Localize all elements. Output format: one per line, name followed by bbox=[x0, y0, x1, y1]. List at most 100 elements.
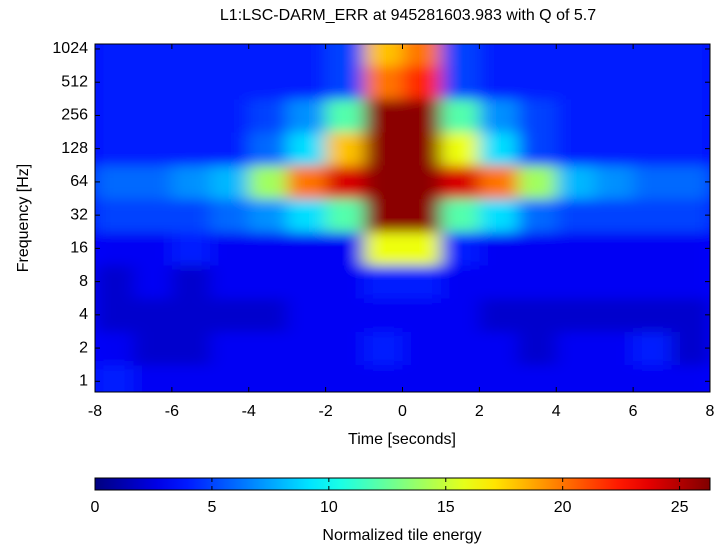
heatmap-cell bbox=[325, 198, 365, 233]
heatmap-cell bbox=[671, 44, 710, 67]
colorbar-tick-label: 20 bbox=[554, 499, 572, 516]
x-tick-label: 2 bbox=[475, 403, 484, 420]
heatmap-cell bbox=[517, 231, 557, 266]
heatmap-cell bbox=[287, 65, 327, 100]
heatmap-cell bbox=[517, 264, 557, 299]
heatmap-cell bbox=[364, 198, 403, 233]
y-tick-label: 32 bbox=[70, 206, 88, 223]
heatmap-cell bbox=[133, 65, 173, 100]
heatmap-cell bbox=[248, 198, 288, 233]
heatmap-cell bbox=[248, 165, 288, 200]
heatmap-cell bbox=[517, 364, 557, 392]
heatmap-cell bbox=[594, 298, 634, 332]
heatmap bbox=[95, 44, 710, 392]
heatmap-cell bbox=[633, 132, 673, 166]
heatmap-cell bbox=[210, 65, 250, 100]
heatmap-cell bbox=[671, 165, 710, 200]
heatmap-cell bbox=[325, 44, 365, 67]
heatmap-cell bbox=[402, 132, 442, 166]
heatmap-cell bbox=[556, 298, 596, 332]
heatmap-cell bbox=[594, 264, 634, 299]
heatmap-cell bbox=[287, 298, 327, 332]
colorbar-tick-label: 15 bbox=[437, 499, 455, 516]
heatmap-cell bbox=[556, 44, 596, 67]
heatmap-cell bbox=[95, 98, 134, 133]
heatmap-cell bbox=[479, 231, 519, 266]
heatmap-cell bbox=[594, 165, 634, 200]
heatmap-cell bbox=[287, 331, 327, 366]
heatmap-cell bbox=[633, 44, 673, 67]
heatmap-cell bbox=[95, 44, 134, 67]
heatmap-cell bbox=[325, 298, 365, 332]
heatmap-cell bbox=[556, 231, 596, 266]
heatmap-cell bbox=[248, 264, 288, 299]
y-tick-label: 8 bbox=[79, 273, 88, 290]
heatmap-cell bbox=[325, 364, 365, 392]
heatmap-cell bbox=[325, 132, 365, 166]
heatmap-cell bbox=[248, 65, 288, 100]
heatmap-cell bbox=[171, 231, 211, 266]
heatmap-cell bbox=[248, 331, 288, 366]
heatmap-cell bbox=[440, 198, 480, 233]
heatmap-cell bbox=[171, 298, 211, 332]
heatmap-cell bbox=[133, 44, 173, 67]
heatmap-cell bbox=[402, 298, 442, 332]
heatmap-cell bbox=[633, 165, 673, 200]
heatmap-cell bbox=[594, 331, 634, 366]
heatmap-cell bbox=[402, 165, 442, 200]
heatmap-cell bbox=[364, 132, 403, 166]
heatmap-cell bbox=[479, 264, 519, 299]
heatmap-cell bbox=[287, 264, 327, 299]
heatmap-cell bbox=[95, 198, 134, 233]
heatmap-cell bbox=[171, 331, 211, 366]
heatmap-cell bbox=[633, 198, 673, 233]
heatmap-cell bbox=[287, 231, 327, 266]
heatmap-cell bbox=[133, 198, 173, 233]
heatmap-cell bbox=[671, 65, 710, 100]
heatmap-cell bbox=[133, 231, 173, 266]
heatmap-cell bbox=[287, 98, 327, 133]
colorbar-tick-label: 0 bbox=[91, 499, 100, 516]
heatmap-cell bbox=[556, 364, 596, 392]
heatmap-cell bbox=[402, 231, 442, 266]
heatmap-cell bbox=[364, 364, 403, 392]
heatmap-cell bbox=[248, 44, 288, 67]
heatmap-cell bbox=[287, 165, 327, 200]
y-tick-label: 256 bbox=[61, 107, 88, 124]
heatmap-cell bbox=[671, 331, 710, 366]
heatmap-cell bbox=[95, 264, 134, 299]
heatmap-cell bbox=[517, 44, 557, 67]
heatmap-cell bbox=[364, 231, 403, 266]
heatmap-cell bbox=[171, 165, 211, 200]
heatmap-cell bbox=[440, 364, 480, 392]
heatmap-cell bbox=[517, 65, 557, 100]
heatmap-cell bbox=[556, 198, 596, 233]
heatmap-cell bbox=[364, 165, 403, 200]
heatmap-cell bbox=[633, 364, 673, 392]
heatmap-cell bbox=[594, 132, 634, 166]
heatmap-cell bbox=[210, 264, 250, 299]
heatmap-cell bbox=[95, 298, 134, 332]
y-tick-label: 2 bbox=[79, 339, 88, 356]
heatmap-cell bbox=[671, 264, 710, 299]
y-tick-label: 16 bbox=[70, 240, 88, 257]
heatmap-cell bbox=[440, 298, 480, 332]
x-tick-label: 6 bbox=[629, 403, 638, 420]
heatmap-cell bbox=[517, 165, 557, 200]
heatmap-cell bbox=[171, 198, 211, 233]
heatmap-cell bbox=[171, 98, 211, 133]
heatmap-cell bbox=[402, 65, 442, 100]
heatmap-cell bbox=[133, 98, 173, 133]
heatmap-cell bbox=[210, 231, 250, 266]
heatmap-cell bbox=[594, 364, 634, 392]
heatmap-cell bbox=[171, 364, 211, 392]
heatmap-cell bbox=[287, 44, 327, 67]
heatmap-cell bbox=[133, 264, 173, 299]
heatmap-cell bbox=[556, 132, 596, 166]
y-tick-label: 128 bbox=[61, 140, 88, 157]
heatmap-cell bbox=[210, 364, 250, 392]
heatmap-cell bbox=[95, 165, 134, 200]
heatmap-cell bbox=[402, 331, 442, 366]
heatmap-cell bbox=[517, 98, 557, 133]
heatmap-cell bbox=[210, 198, 250, 233]
